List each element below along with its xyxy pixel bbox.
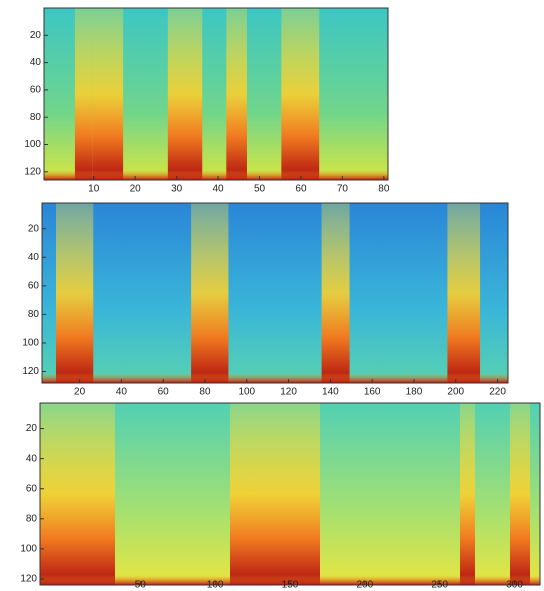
- y-tick-label: 80: [30, 112, 42, 123]
- x-tick-label: 60: [295, 184, 307, 195]
- spectrogram-band: [322, 203, 350, 383]
- y-tick-label: 80: [28, 309, 40, 320]
- y-tick-label: 60: [30, 85, 42, 96]
- x-tick-label: 100: [238, 387, 255, 398]
- x-tick-label: 40: [213, 184, 225, 195]
- x-tick-label: 140: [322, 387, 339, 398]
- x-tick-label: 120: [280, 387, 297, 398]
- x-tick-label: 80: [199, 387, 211, 398]
- x-tick-label: 80: [378, 184, 390, 195]
- x-tick-label: 30: [171, 184, 183, 195]
- y-tick-label: 120: [22, 366, 39, 377]
- x-tick-label: 20: [74, 387, 86, 398]
- x-tick-label: 50: [254, 184, 266, 195]
- x-tick-label: 40: [116, 387, 128, 398]
- x-tick-label: 160: [364, 387, 381, 398]
- x-tick-label: 60: [158, 387, 170, 398]
- x-tick-label: 10: [88, 184, 100, 195]
- y-tick-label: 40: [28, 252, 40, 263]
- y-tick-label: 120: [20, 574, 37, 585]
- x-tick-label: 300: [506, 580, 523, 591]
- spectrogram-band: [56, 203, 93, 383]
- spectrogram-background: [42, 203, 508, 383]
- spectrogram-band: [75, 8, 92, 180]
- x-tick-label: 200: [447, 387, 464, 398]
- x-tick-label: 200: [357, 580, 374, 591]
- y-tick-label: 20: [26, 423, 38, 434]
- spectrogram-band: [92, 8, 123, 180]
- y-tick-label: 100: [20, 544, 37, 555]
- spectrogram-floor: [42, 373, 508, 383]
- y-tick-label: 40: [26, 453, 38, 464]
- x-tick-label: 250: [431, 580, 448, 591]
- y-tick-label: 80: [26, 513, 38, 524]
- x-tick-label: 70: [337, 184, 349, 195]
- x-tick-label: 220: [489, 387, 506, 398]
- spectrogram-band: [510, 403, 530, 585]
- spectrogram-band: [168, 8, 202, 180]
- spectrogram-band: [281, 8, 319, 180]
- y-tick-label: 20: [28, 223, 40, 234]
- spectrogram-band: [460, 403, 475, 585]
- x-tick-label: 180: [406, 387, 423, 398]
- spectrogram-floor: [44, 170, 388, 180]
- x-tick-label: 150: [282, 580, 299, 591]
- x-tick-label: 100: [207, 580, 224, 591]
- x-tick-label: 50: [135, 580, 147, 591]
- y-tick-label: 60: [26, 483, 38, 494]
- figure: 20 40 60 80 100 120 10 20 30 40 50 60 70 80 20 40 60 80 10…: [0, 0, 544, 591]
- spectrogram-band: [447, 203, 480, 383]
- spectrogram-band: [191, 203, 228, 383]
- y-tick-label: 20: [30, 30, 42, 41]
- y-tick-label: 40: [30, 57, 42, 68]
- y-tick-label: 100: [24, 139, 41, 150]
- x-tick-label: 20: [130, 184, 142, 195]
- spectrogram-band: [230, 403, 320, 585]
- spectrogram-band: [40, 403, 115, 585]
- y-tick-label: 60: [28, 280, 40, 291]
- y-tick-label: 120: [24, 166, 41, 177]
- spectrogram-band: [226, 8, 247, 180]
- y-tick-label: 100: [22, 338, 39, 349]
